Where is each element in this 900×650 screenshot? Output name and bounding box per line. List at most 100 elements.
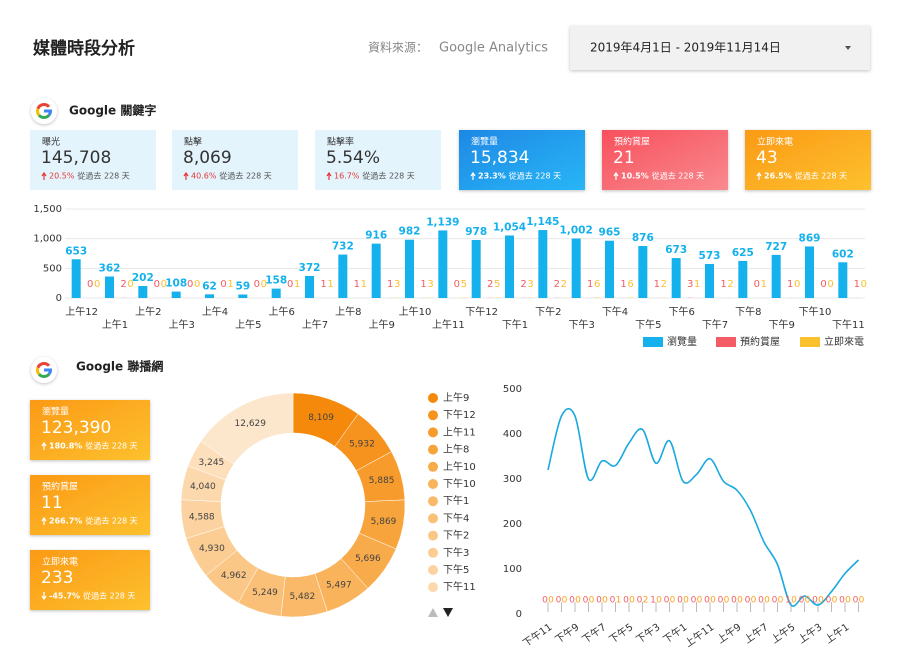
date-picker-box[interactable] (570, 26, 870, 70)
logo-arc (37, 373, 51, 378)
bar-value-label: 0 (454, 279, 460, 290)
bar-value-label: 1,145 (526, 216, 559, 228)
bar-value-label: 372 (299, 262, 321, 274)
bar-value-label: 0 (261, 279, 267, 290)
date-picker[interactable]: 2019年4月1日 - 2019年11月14日 (570, 26, 870, 70)
point-value-label: 0 (575, 596, 581, 606)
x-tick-label: 下午8 (735, 305, 761, 318)
card-change: 10.5% (621, 172, 649, 181)
card-bg (745, 130, 871, 190)
y-tick-label: 1,000 (33, 234, 62, 245)
point-value-label: 0 (710, 596, 716, 606)
bar-value-label: 625 (732, 247, 754, 259)
bar-value-label: 869 (799, 232, 821, 244)
bar (271, 288, 281, 298)
bar-value-label: 1 (787, 279, 793, 290)
pager-down[interactable] (443, 608, 453, 617)
card-change: 26.5% (764, 172, 792, 181)
card-value: 5.54% (326, 148, 380, 168)
bar-value-label: 0 (194, 279, 200, 290)
point-value-label: 0 (745, 596, 751, 606)
x-tick-label: 下午11 (832, 318, 865, 331)
point-value-label: 0 (845, 596, 851, 606)
bar-value-label: 108 (165, 278, 187, 290)
logo-arc (36, 362, 51, 369)
bar-value-label: 158 (265, 275, 287, 287)
point-value-label: 0 (637, 596, 643, 606)
x-tick-label: 上午9 (368, 318, 394, 331)
point-value-label: 0 (664, 596, 670, 606)
bar-value-label: 0 (161, 279, 167, 290)
source-name: Google Analytics (439, 41, 548, 56)
card-label: 瀏覽量 (471, 136, 498, 148)
y-tick-label: 100 (503, 564, 522, 575)
bar-value-label: 1 (620, 279, 626, 290)
bar (505, 235, 514, 298)
logo-arc (36, 367, 41, 376)
change-arrow (41, 171, 47, 180)
point-value-label: 0 (691, 596, 697, 606)
x-tick-label: 下午10 (799, 305, 832, 318)
card-label: 立即來電 (42, 556, 78, 568)
x-tick-label: 上午4 (202, 305, 228, 318)
card-bg (30, 550, 150, 610)
bar-value-label: 3 (394, 279, 400, 290)
legend-label: 下午4 (443, 511, 469, 524)
change-arrow (41, 516, 47, 525)
x-tick-label: 下午9 (768, 318, 794, 331)
point-value-label: 0 (772, 596, 778, 606)
y-tick-label: 400 (503, 429, 522, 440)
x-tick-label: 上午5 (235, 318, 261, 331)
change-arrow (41, 592, 47, 601)
x-tick-label: 上午10 (399, 305, 432, 318)
card-label: 點擊率 (327, 136, 354, 148)
card-value: 15,834 (470, 148, 529, 168)
slice-label: 4,962 (221, 571, 247, 581)
point-value-label: 0 (629, 596, 635, 606)
bar-value-label: 3 (527, 279, 533, 290)
point-value-label: 0 (623, 596, 629, 606)
card-note: 從過去 228 天 (652, 171, 704, 181)
section-title: Google 關鍵字 (69, 103, 156, 118)
card-label: 曝光 (42, 136, 60, 148)
bar (171, 291, 181, 298)
point-value-label: 0 (812, 596, 818, 606)
bar-value-label: 0 (127, 279, 133, 290)
x-tick-label: 下午3 (568, 318, 594, 331)
legend-swatch (428, 479, 438, 489)
dropdown-caret[interactable] (845, 46, 851, 50)
bar-value-label: 1 (694, 279, 700, 290)
legend-swatch (428, 427, 438, 438)
x-tick-label: 上午11 (682, 620, 716, 649)
logo-arc (36, 108, 41, 117)
legend-swatch (428, 582, 438, 593)
bar-value-label: 1,139 (426, 216, 459, 228)
slice-label: 4,930 (199, 544, 225, 554)
x-tick-label: 上午3 (795, 620, 824, 646)
date-range[interactable]: 2019年4月1日 - 2019年11月14日 (590, 41, 781, 55)
slice-label: 5,249 (252, 588, 278, 598)
card-change: 266.7% (49, 517, 82, 526)
card-note: 從過去 228 天 (219, 171, 271, 181)
legend-label: 立即來電 (824, 335, 864, 348)
point-value-label: 0 (548, 596, 554, 606)
x-tick-label: 上午1 (102, 318, 128, 331)
bar-value-label: 0 (794, 279, 800, 290)
bar-value-label: 0 (220, 279, 226, 290)
bar (538, 230, 548, 298)
bar-value-label: 876 (632, 232, 654, 244)
card-note: 從過去 228 天 (83, 591, 135, 601)
bar-value-label: 978 (465, 226, 487, 238)
pager-up[interactable] (428, 608, 438, 617)
bar-value-label: 1 (320, 279, 326, 290)
card-bg (315, 130, 441, 190)
card-value: 8,069 (183, 148, 232, 168)
x-tick-label: 下午9 (552, 620, 581, 646)
legend-swatch (428, 530, 438, 541)
